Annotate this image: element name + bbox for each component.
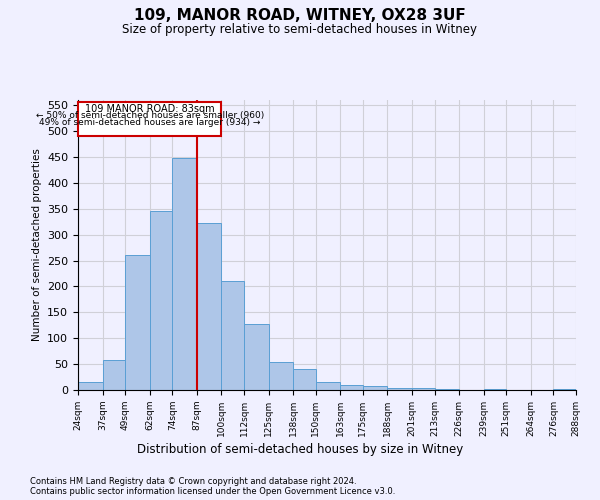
Text: 109, MANOR ROAD, WITNEY, OX28 3UF: 109, MANOR ROAD, WITNEY, OX28 3UF [134, 8, 466, 22]
Bar [340, 385, 363, 390]
Bar [125, 256, 149, 390]
FancyBboxPatch shape [78, 102, 221, 136]
Bar [293, 370, 316, 390]
Bar [78, 382, 103, 390]
Bar [316, 382, 340, 390]
Text: Distribution of semi-detached houses by size in Witney: Distribution of semi-detached houses by … [137, 442, 463, 456]
Bar [363, 386, 388, 390]
Bar [172, 158, 197, 390]
Text: Contains HM Land Registry data © Crown copyright and database right 2024.: Contains HM Land Registry data © Crown c… [30, 478, 356, 486]
Bar [103, 360, 125, 390]
Bar [553, 389, 576, 390]
Bar [221, 281, 244, 390]
Bar [412, 388, 434, 390]
Bar [244, 324, 269, 390]
Y-axis label: Number of semi-detached properties: Number of semi-detached properties [32, 148, 41, 342]
Text: 109 MANOR ROAD: 83sqm: 109 MANOR ROAD: 83sqm [85, 104, 214, 114]
Bar [269, 362, 293, 390]
Text: Size of property relative to semi-detached houses in Witney: Size of property relative to semi-detach… [122, 22, 478, 36]
Bar [149, 212, 172, 390]
Text: Contains public sector information licensed under the Open Government Licence v3: Contains public sector information licen… [30, 488, 395, 496]
Text: ← 50% of semi-detached houses are smaller (960): ← 50% of semi-detached houses are smalle… [35, 111, 264, 120]
Text: 49% of semi-detached houses are larger (934) →: 49% of semi-detached houses are larger (… [39, 118, 260, 126]
Bar [197, 223, 221, 390]
Bar [388, 388, 412, 390]
